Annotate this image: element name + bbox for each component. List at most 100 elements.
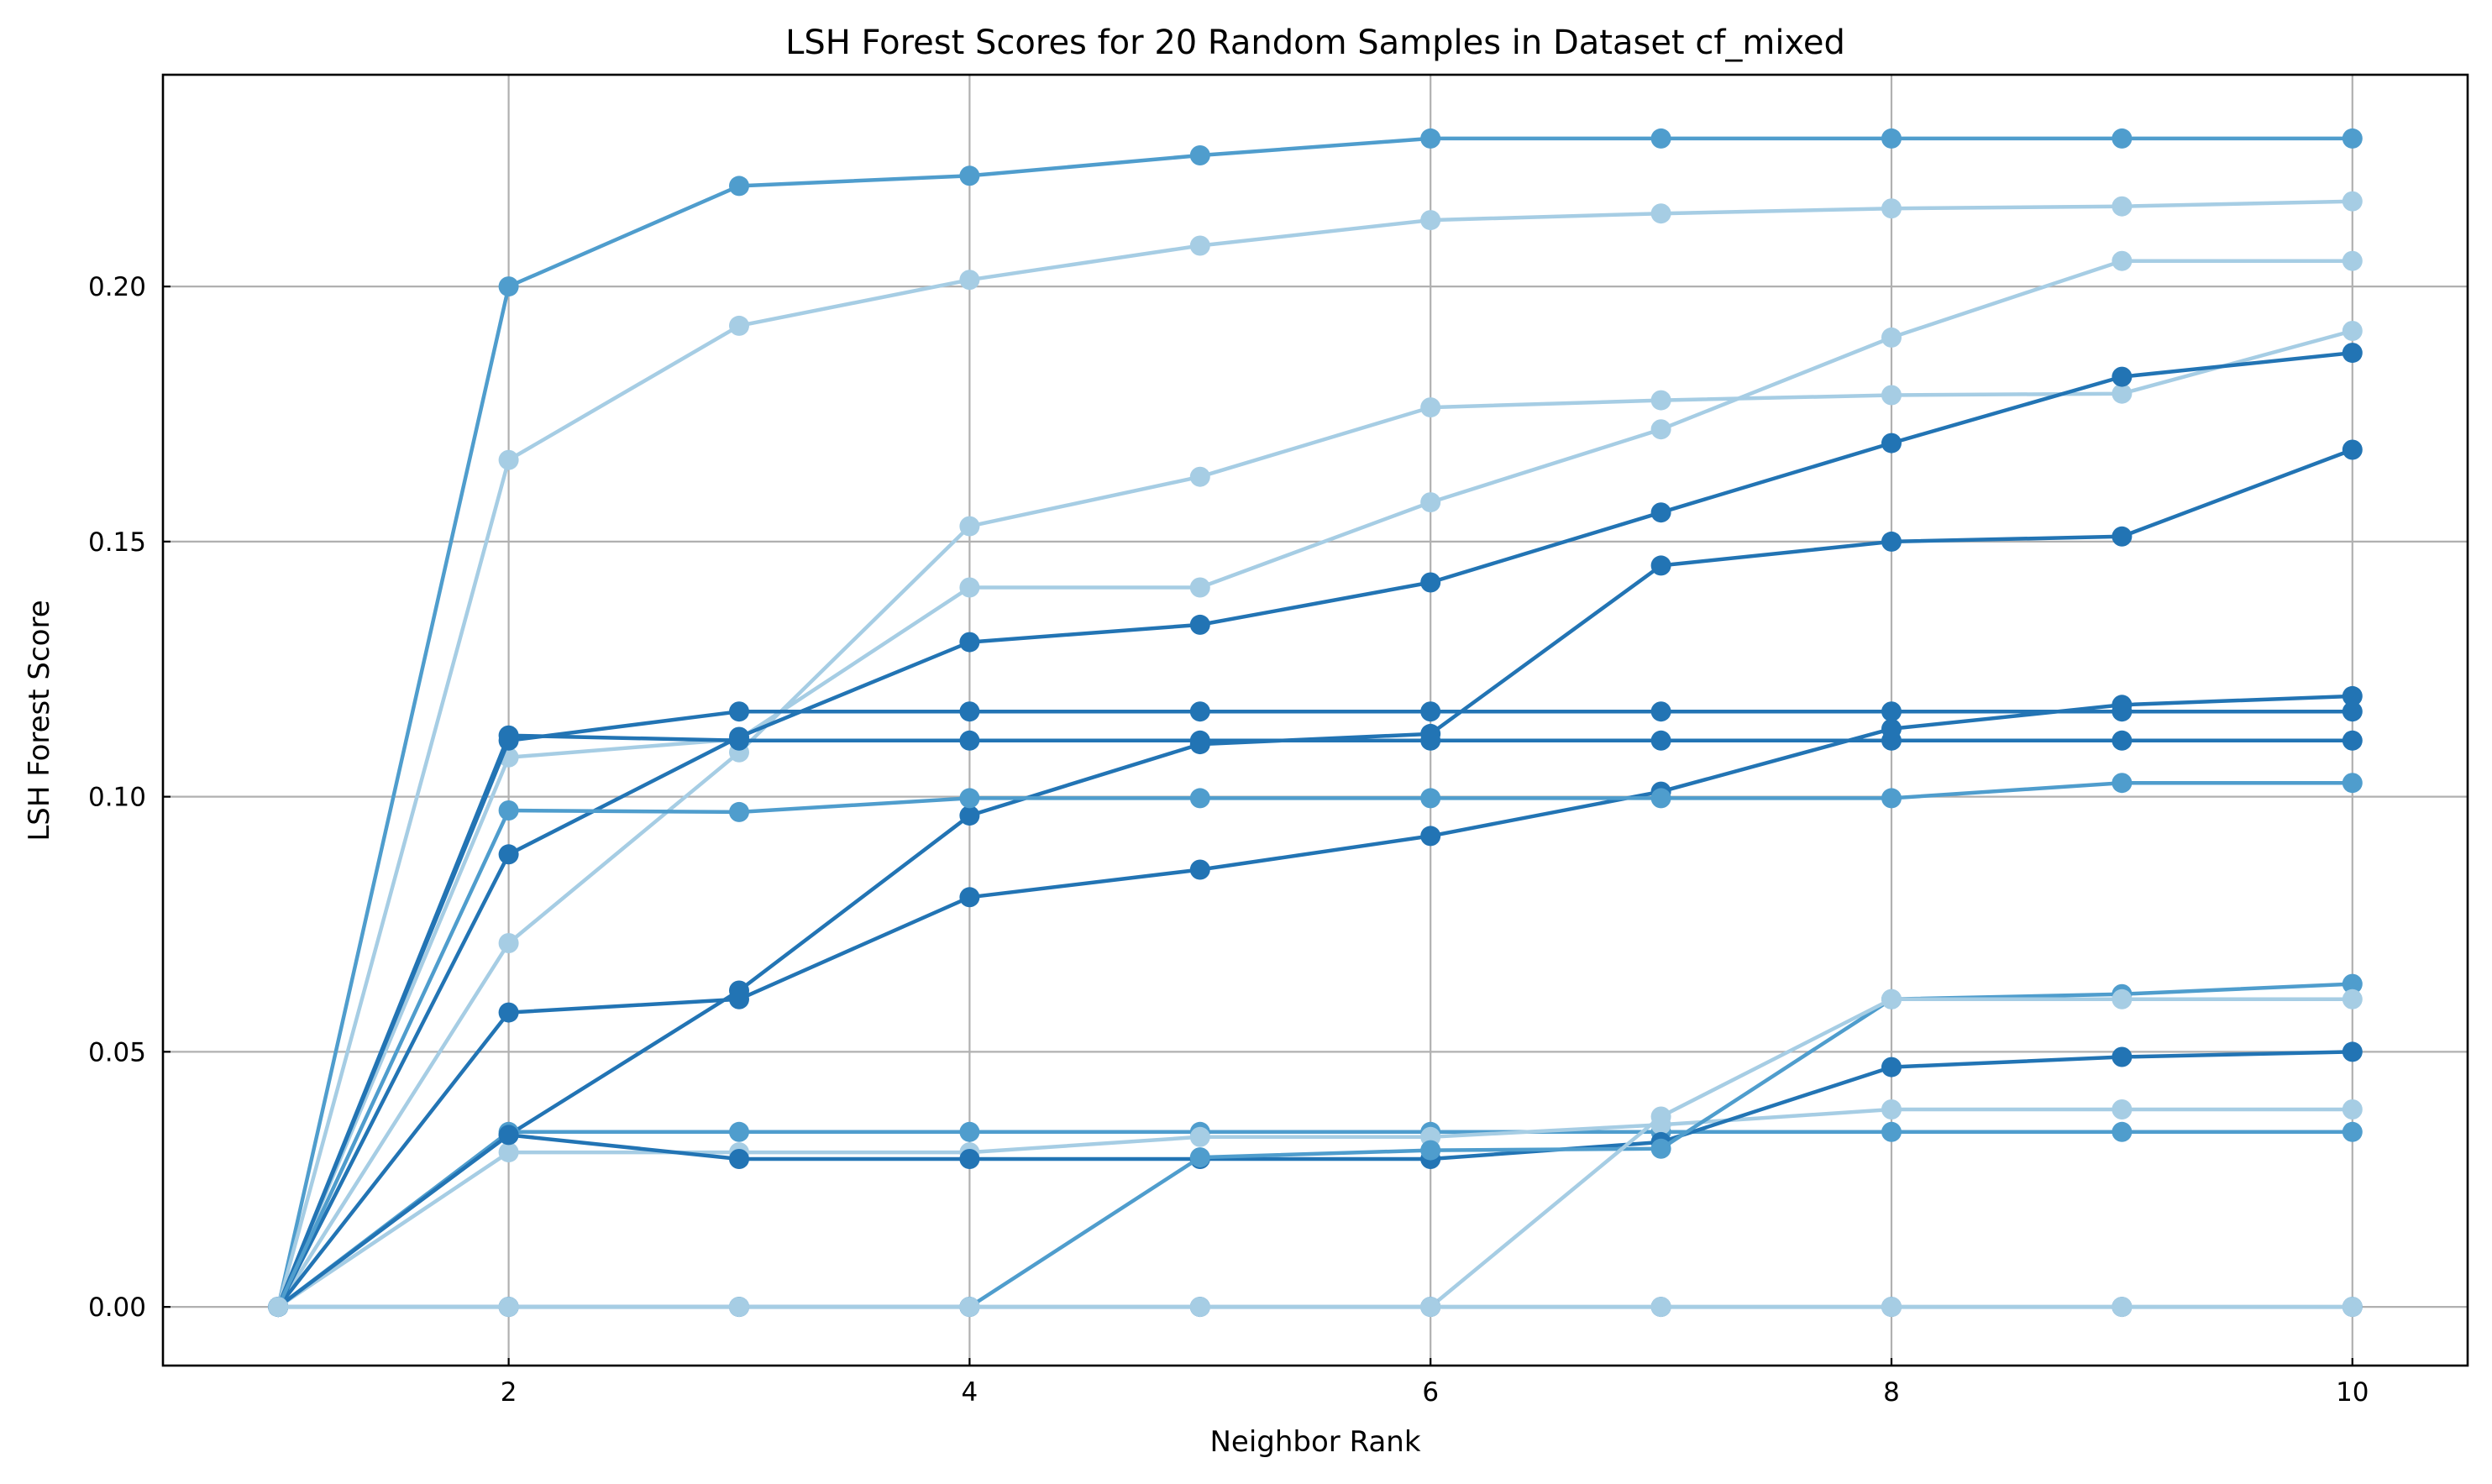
data-point [498,800,519,821]
data-point [1420,397,1441,418]
data-point [1420,128,1441,149]
data-point [2342,988,2363,1009]
series-9 [268,685,2363,1318]
data-point [1420,701,1441,722]
series-5 [268,343,2363,1318]
series-line [275,328,2355,1309]
data-point [2112,526,2133,547]
data-point [2342,1297,2363,1318]
data-point [1650,1106,1671,1127]
data-point [1420,572,1441,593]
data-point [1420,492,1441,513]
data-point [2342,128,2363,149]
series-line [275,733,2355,1309]
data-point [2342,343,2363,364]
data-point [1881,433,1902,454]
data-point [2342,1041,2363,1062]
data-point [959,701,980,722]
data-point [1650,128,1671,149]
data-point [2112,695,2133,716]
plot-frame [161,73,2469,1367]
data-point [1650,555,1671,576]
data-point [1650,390,1671,411]
data-point [2342,730,2363,751]
data-point [2112,773,2133,794]
x-tick-label: 2 [501,1377,517,1408]
data-point [1881,198,1902,219]
data-point [498,844,519,865]
data-point [1189,1126,1210,1147]
data-point [1881,531,1902,552]
data-point [729,1149,749,1169]
data-point [1881,1121,1902,1142]
data-point [729,988,749,1009]
series-line [275,1107,2355,1309]
data-point [498,1142,519,1163]
data-point [959,730,980,751]
data-point [2112,128,2133,149]
x-tick-label: 6 [1422,1377,1439,1408]
data-point [2342,250,2363,271]
data-point [959,165,980,186]
series-line [275,136,2355,1309]
data-point [1189,577,1210,598]
series-line [275,350,2355,1309]
data-point [2112,196,2133,217]
data-point [959,805,980,826]
series-line [275,199,2355,1309]
data-point [2112,1046,2133,1067]
series-1 [268,128,2363,1318]
data-point [959,632,980,653]
data-point [1881,1099,1902,1120]
x-tick-label: 4 [962,1377,978,1408]
data-point [2112,1121,2133,1142]
data-point [959,516,980,537]
data-point [729,1297,749,1318]
x-axis-label: Neighbor Rank [1209,1425,1420,1459]
data-point [959,788,980,809]
data-point [1189,466,1210,487]
data-point [1650,1297,1671,1318]
data-point [1650,1138,1671,1159]
y-tick-label: 0.15 [88,527,146,558]
data-point [498,725,519,746]
data-point [959,1149,980,1169]
data-point [2112,366,2133,387]
data-point [1881,1297,1902,1318]
data-point [959,887,980,908]
data-point [1420,788,1441,809]
data-point [1881,988,1902,1009]
data-point [1420,730,1441,751]
y-axis-label: LSH Forest Score [23,600,56,841]
data-point [1650,701,1671,722]
data-point [1881,701,1902,722]
data-point [729,801,749,822]
data-point [498,276,519,297]
series-2 [268,191,2363,1318]
data-point [729,701,749,722]
data-point [1189,859,1210,880]
x-tick-label: 10 [2336,1377,2369,1408]
data-point [1881,128,1902,149]
data-point [1420,1140,1441,1161]
data-point [2342,1099,2363,1120]
data-point [1650,419,1671,440]
series-line [275,1050,2355,1309]
data-point [2342,973,2363,994]
data-point [2112,730,2133,751]
data-point [2112,1099,2133,1120]
data-point [1189,1297,1210,1318]
data-point [1881,718,1902,739]
data-point [959,1297,980,1318]
x-tick-label: 8 [1883,1377,1900,1408]
data-point [2342,685,2363,706]
data-point [1881,327,1902,348]
data-point [959,270,980,291]
data-point [2342,321,2363,341]
data-point [1189,235,1210,256]
data-point [2342,773,2363,794]
series-layer [268,128,2363,1318]
data-point [1650,788,1671,809]
data-point [1650,203,1671,224]
